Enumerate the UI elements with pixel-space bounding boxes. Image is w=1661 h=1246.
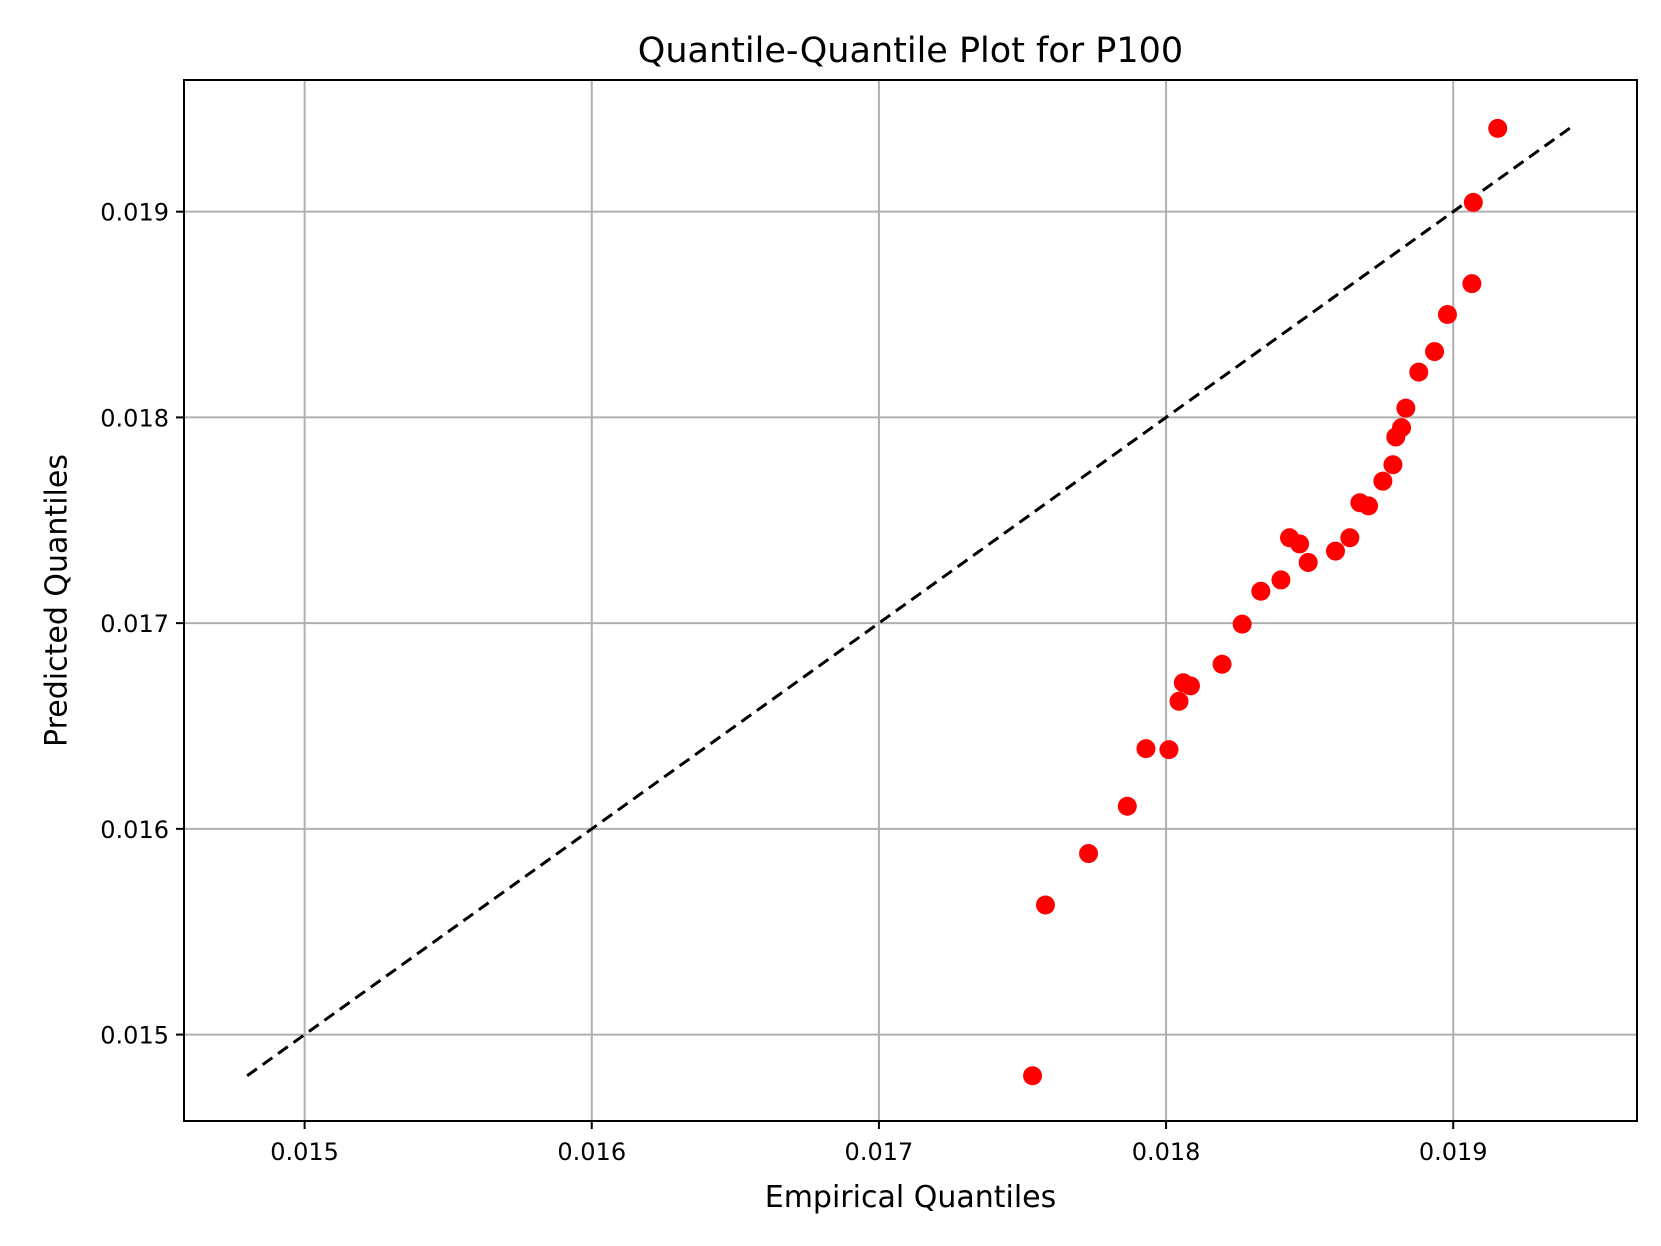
data-point: [1212, 654, 1232, 674]
data-point: [1251, 581, 1271, 601]
y-axis-label: Predicted Quantiles: [40, 454, 75, 747]
reference-line-group: [246, 124, 1575, 1077]
data-point: [1232, 614, 1252, 634]
data-point: [1392, 418, 1412, 438]
data-point: [1340, 528, 1360, 548]
data-point: [1290, 534, 1310, 554]
data-point: [1180, 676, 1200, 696]
reference-line: [246, 124, 1575, 1077]
data-point: [1383, 455, 1403, 475]
data-point: [1359, 496, 1379, 516]
data-point: [1437, 305, 1457, 325]
data-point: [1271, 570, 1291, 590]
y-tick-label: 0.017: [100, 610, 169, 638]
axis-ticks: 0.015 0.016 0.017 0.018 0.019 0.015 0.016 0.017…: [100, 199, 1487, 1166]
x-tick-label: 0.019: [1419, 1138, 1488, 1166]
data-points: [1023, 118, 1508, 1086]
data-point: [1396, 398, 1416, 418]
data-point: [1425, 342, 1445, 362]
data-point: [1325, 541, 1345, 561]
data-point: [1373, 471, 1393, 491]
data-point: [1023, 1066, 1043, 1086]
y-tick-label: 0.019: [100, 199, 169, 227]
x-tick-label: 0.017: [845, 1138, 914, 1166]
data-point: [1079, 844, 1099, 864]
data-point: [1136, 739, 1156, 759]
data-point: [1463, 192, 1483, 212]
plot-frame: [183, 79, 1638, 1122]
data-point: [1298, 552, 1318, 572]
chart-title: Quantile-Quantile Plot for P100: [638, 31, 1183, 71]
grid: [184, 80, 1637, 1121]
data-point: [1035, 895, 1055, 915]
y-tick-label: 0.015: [100, 1022, 169, 1050]
data-point: [1169, 691, 1189, 711]
x-axis-label: Empirical Quantiles: [765, 1180, 1057, 1215]
data-point: [1159, 740, 1179, 760]
data-point: [1409, 362, 1429, 382]
data-point: [1462, 274, 1482, 294]
x-tick-label: 0.018: [1132, 1138, 1201, 1166]
x-tick-label: 0.015: [270, 1138, 339, 1166]
data-point: [1117, 796, 1137, 816]
y-tick-label: 0.016: [100, 816, 169, 844]
y-tick-label: 0.018: [100, 404, 169, 432]
data-point: [1488, 118, 1508, 138]
x-tick-label: 0.016: [557, 1138, 626, 1166]
